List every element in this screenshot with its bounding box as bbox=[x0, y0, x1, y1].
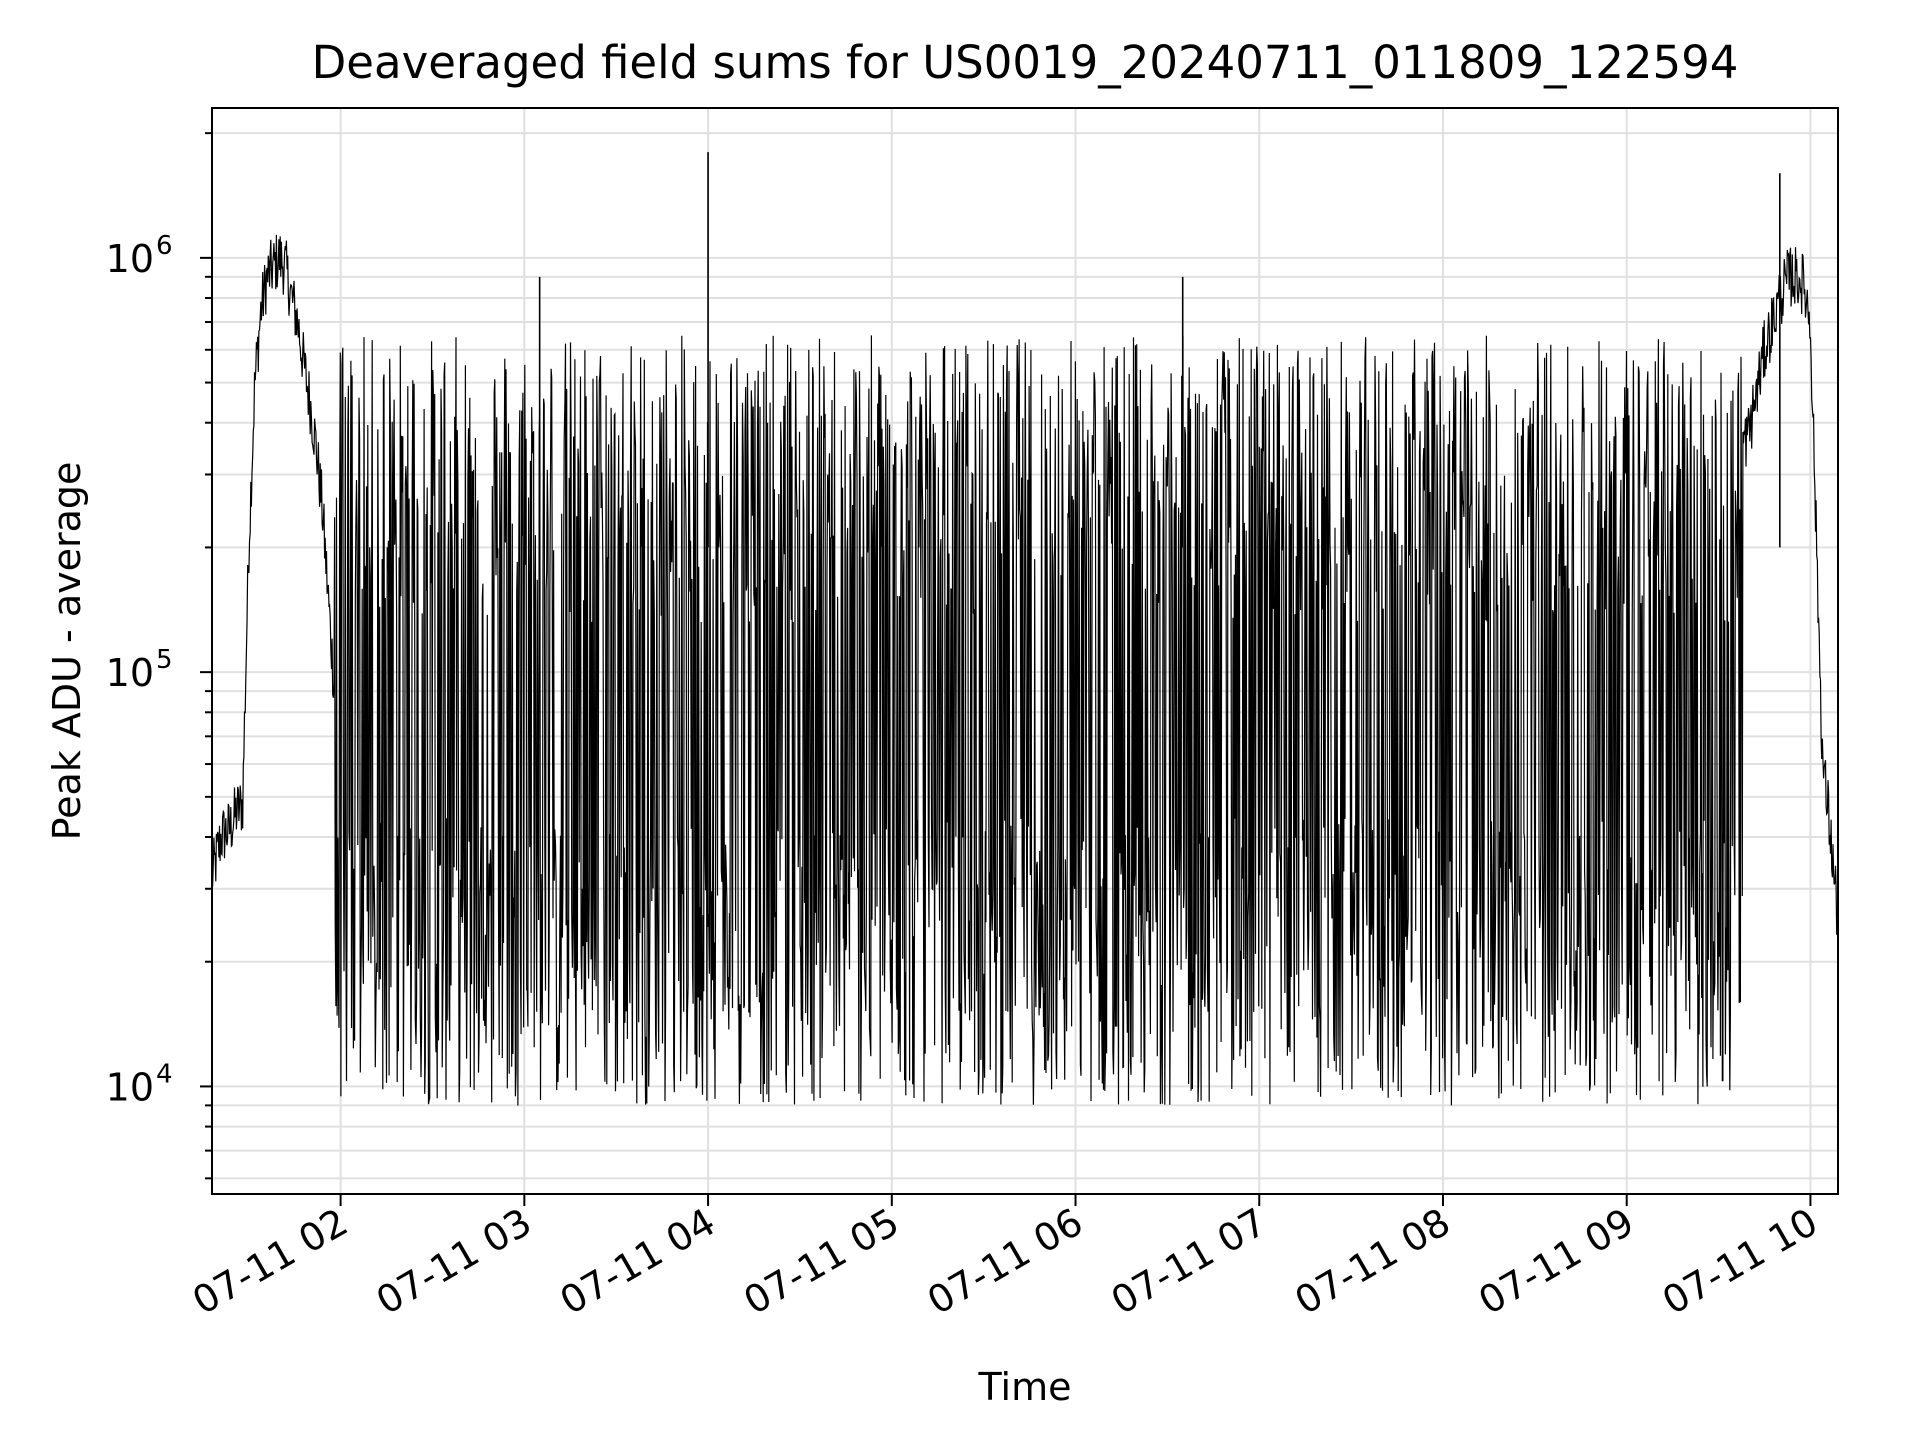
x-tick-label: 07-11 08 bbox=[1288, 1200, 1458, 1324]
series-line bbox=[211, 234, 1839, 1106]
x-tick-label: 07-11 02 bbox=[185, 1200, 355, 1324]
x-tick-label: 07-11 04 bbox=[553, 1200, 723, 1324]
plot-area bbox=[211, 152, 1839, 1106]
x-axis-label: Time bbox=[978, 1365, 1072, 1409]
x-tick-label: 07-11 03 bbox=[369, 1200, 539, 1324]
y-tick-label: 10 bbox=[106, 237, 154, 281]
chart-title: Deaveraged field sums for US0019_2024071… bbox=[312, 36, 1739, 89]
x-tick-label: 07-11 06 bbox=[920, 1200, 1090, 1324]
x-tick-label: 07-11 10 bbox=[1655, 1200, 1825, 1324]
x-tick-label: 07-11 09 bbox=[1471, 1200, 1641, 1324]
x-tick-label: 07-11 05 bbox=[736, 1200, 906, 1324]
y-axis-label: Peak ADU - average bbox=[45, 462, 89, 841]
y-tick-exponent: 5 bbox=[156, 645, 173, 675]
y-tick-label: 10 bbox=[106, 1065, 154, 1109]
y-tick-exponent: 4 bbox=[156, 1059, 173, 1089]
y-tick-label: 10 bbox=[106, 651, 154, 695]
x-tick-label: 07-11 07 bbox=[1104, 1200, 1274, 1324]
plot-frame bbox=[211, 107, 1839, 1195]
y-tick-exponent: 6 bbox=[156, 231, 173, 261]
